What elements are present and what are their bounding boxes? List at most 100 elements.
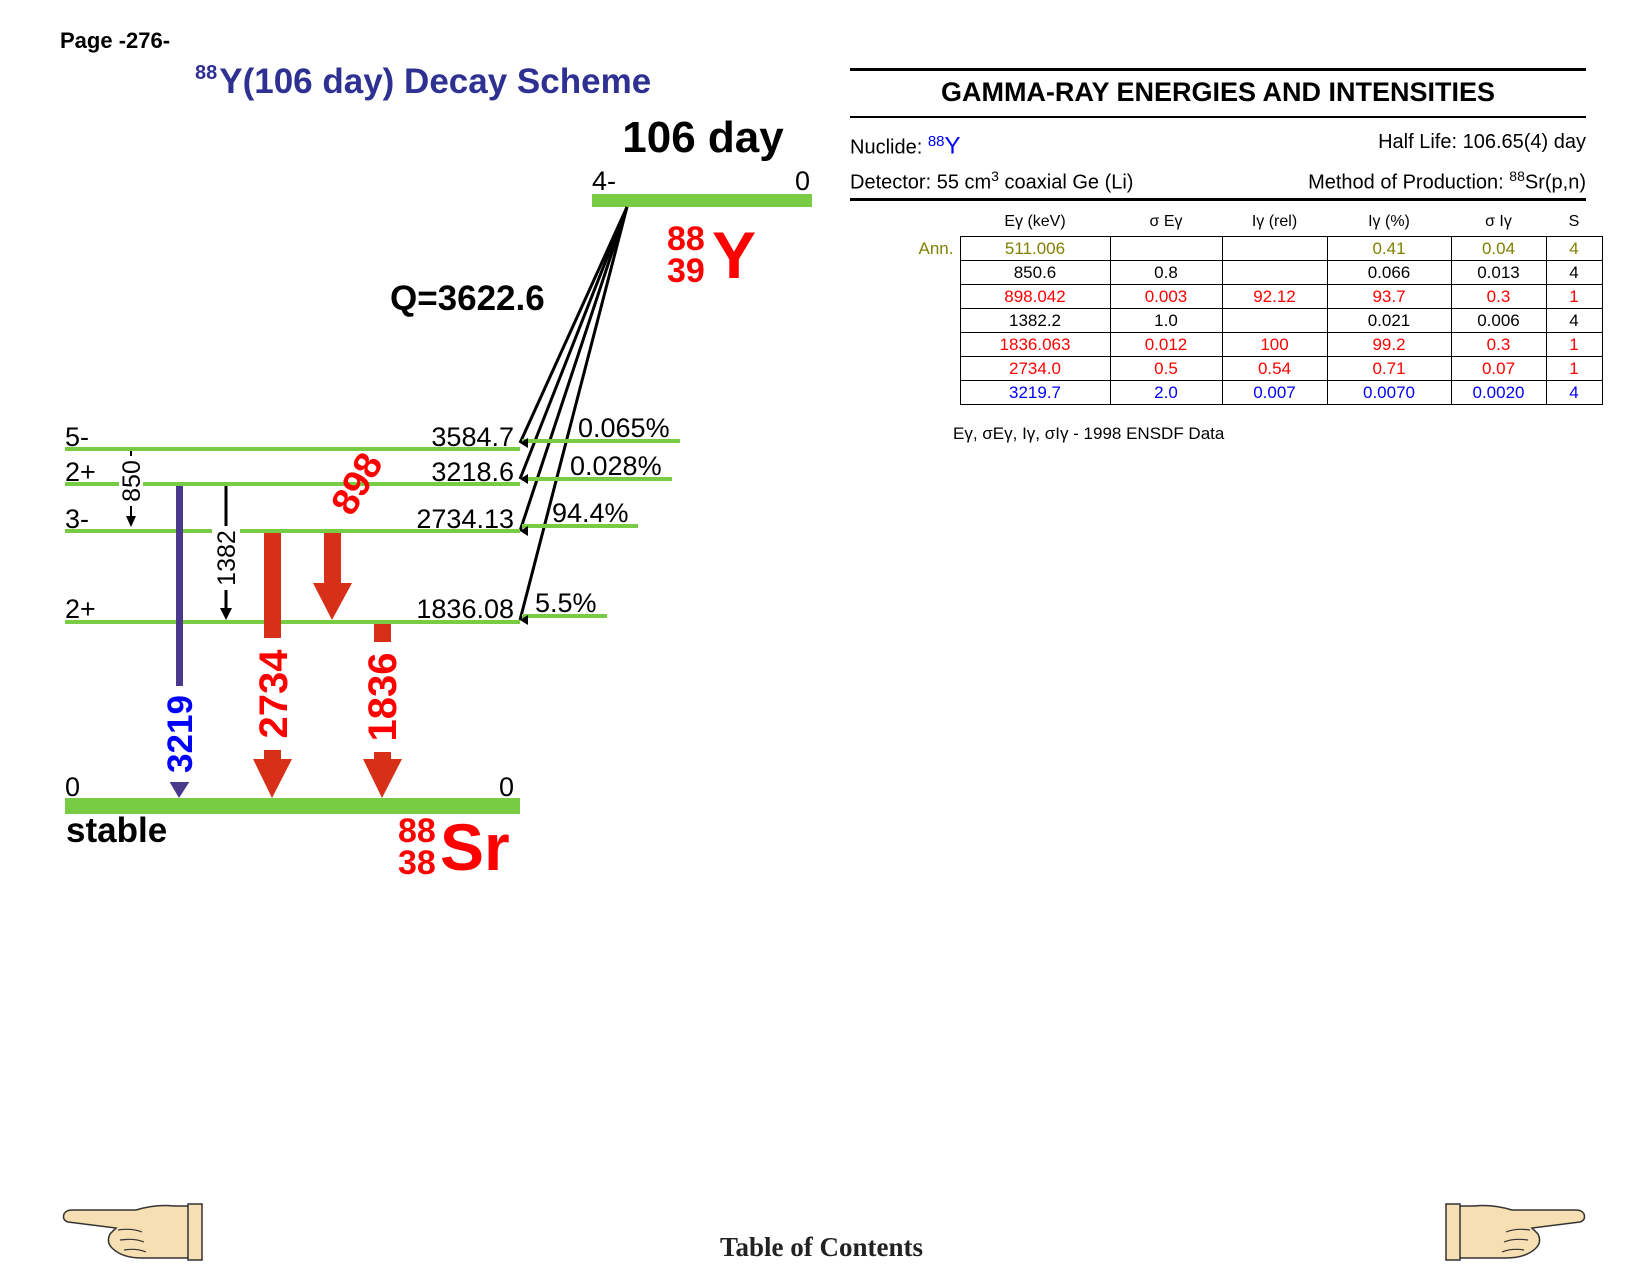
gamma-3219-label: 3219 xyxy=(161,695,200,773)
row-label xyxy=(900,285,960,309)
level-energy: 3218.6 xyxy=(431,457,514,487)
table-cell: 1382.2 xyxy=(959,308,1111,333)
level-spin: 2+ xyxy=(65,594,96,624)
level-line-1836 xyxy=(65,620,520,624)
gamma-2734: 2734 xyxy=(250,533,296,798)
feed-arrowhead xyxy=(520,615,528,625)
gamma-2734-label-bg xyxy=(250,638,294,750)
table-cell: 0.5 xyxy=(1109,356,1223,381)
gamma-info-panel: GAMMA-RAY ENERGIES AND INTENSITIES Nucli… xyxy=(850,68,1586,202)
pointing-hand-left-icon[interactable] xyxy=(60,1200,205,1262)
table-cell: 0.013 xyxy=(1450,260,1547,285)
level-lines xyxy=(65,447,520,814)
table-cell: 93.7 xyxy=(1326,284,1452,309)
table-cell: 0.003 xyxy=(1109,284,1223,309)
parent-symbol: Y xyxy=(712,218,756,292)
column-header: Eγ (keV) xyxy=(1004,213,1066,230)
table-cell xyxy=(1109,236,1223,261)
feed-arrowhead xyxy=(520,474,528,484)
daughter-z: 38 xyxy=(398,844,436,882)
gamma-898-arrowhead xyxy=(313,583,352,620)
nuclide-symbol: Y xyxy=(944,132,961,160)
level-line-3218 xyxy=(65,482,520,486)
feed-arrowhead xyxy=(520,438,528,448)
daughter-mass: 88 xyxy=(398,812,436,850)
production-sup: 88 xyxy=(1509,167,1525,184)
gamma-table-wrap: Eγ (keV) σ Eγ Iγ (rel) Iγ (%) σ Iγ S Ann… xyxy=(900,208,1603,405)
table-cell: 1.0 xyxy=(1109,308,1223,333)
table-cell: 100 xyxy=(1221,332,1328,357)
table-cell: 0.3 xyxy=(1450,284,1547,309)
level-energy: 0 xyxy=(499,772,514,802)
gamma-1836: 1836 xyxy=(360,624,405,798)
branch-line-3218 xyxy=(522,477,672,481)
daughter-stability: stable xyxy=(66,811,167,850)
parent-half-life: 106 day xyxy=(622,113,784,162)
level-spin: 3- xyxy=(65,504,89,534)
gamma-850: 850 xyxy=(118,451,146,527)
gamma-1382-label: 1382 xyxy=(213,530,241,586)
table-cell: 99.2 xyxy=(1326,332,1452,357)
detector-text: Detector: 55 cm xyxy=(850,171,992,194)
table-cell: 1 xyxy=(1545,332,1603,357)
daughter-symbol: Sr xyxy=(440,810,510,884)
data-source-note: Eγ, σEγ, Iγ, σIγ - 1998 ENSDF Data xyxy=(953,424,1225,443)
panel-top-rule xyxy=(850,68,1586,71)
column-header: σ Eγ xyxy=(1149,213,1183,230)
row-label xyxy=(900,333,960,357)
gamma-2734-label: 2734 xyxy=(252,649,296,739)
table-cell: 92.12 xyxy=(1221,284,1328,309)
feed-arrowheads xyxy=(520,438,528,625)
pointing-hand-right-icon[interactable] xyxy=(1443,1200,1588,1262)
table-cell: 0.71 xyxy=(1326,356,1452,381)
panel-mid-rule xyxy=(850,116,1586,118)
table-cell: 0.066 xyxy=(1326,260,1452,285)
gamma-heading: GAMMA-RAY ENERGIES AND INTENSITIES xyxy=(940,77,1496,107)
title-text: Y(106 day) Decay Scheme xyxy=(219,62,652,101)
column-header: Iγ (%) xyxy=(1368,213,1410,230)
gamma-2734-arrowhead xyxy=(253,759,292,798)
table-cell: 4 xyxy=(1545,236,1603,261)
parent-level-bar xyxy=(592,194,812,207)
level-energy: 3584.7 xyxy=(431,422,514,452)
level-energy: 1836.08 xyxy=(416,594,514,624)
column-header: S xyxy=(1568,213,1580,230)
page-label: Page -276- xyxy=(60,28,171,53)
level-line-3584 xyxy=(65,447,520,451)
branch-line-3584 xyxy=(522,439,680,443)
branch-lines xyxy=(522,439,680,618)
table-cell: 1 xyxy=(1545,356,1603,381)
branch-percent: 0.065% xyxy=(578,413,670,443)
row-label xyxy=(900,381,960,405)
table-header-row: Eγ (keV) σ Eγ Iγ (rel) Iγ (%) σ Iγ S xyxy=(900,208,1602,237)
table-cell: 0.3 xyxy=(1450,332,1547,357)
branch-percent: 94.4% xyxy=(552,498,629,528)
level-energy: 2734.13 xyxy=(416,504,514,534)
spin-labels: 5- 2+ 3- 2+ 0 xyxy=(65,422,96,802)
gamma-850-arrowhead xyxy=(126,516,136,527)
production-reaction: Sr(p,n) xyxy=(1524,171,1586,194)
level-line-2734 xyxy=(65,529,520,533)
table-row: 2734.0 0.5 0.54 0.71 0.07 1 xyxy=(900,356,1603,381)
gamma-1382-label-bg xyxy=(212,526,240,590)
table-of-contents-link[interactable]: Table of Contents xyxy=(720,1232,924,1262)
row-label: Ann. xyxy=(918,238,954,258)
branch-labels: 0.065% 0.028% 94.4% 5.5% xyxy=(535,413,670,618)
table-cell: 0.006 xyxy=(1450,308,1547,333)
level-spin: 5- xyxy=(65,422,89,452)
row-label xyxy=(900,261,960,285)
panel-bottom-rule xyxy=(850,198,1586,202)
table-row: 898.042 0.003 92.12 93.7 0.3 1 xyxy=(900,284,1603,309)
detector-field: Detector: 55 cm3 coaxial Ge (Li) xyxy=(850,162,1133,197)
table-cell: 511.006 xyxy=(959,236,1111,261)
gamma-1382-arrowhead xyxy=(220,608,232,620)
table-cell: 0.41 xyxy=(1326,236,1452,261)
table-cell: 4 xyxy=(1545,308,1603,333)
table-row: 1836.063 0.012 100 99.2 0.3 1 xyxy=(900,332,1603,357)
row-label xyxy=(900,357,960,381)
table-row: 3219.7 2.0 0.007 0.0070 0.0020 4 xyxy=(900,380,1603,405)
table-cell xyxy=(1221,308,1328,333)
beta-feed-line xyxy=(518,206,629,444)
table-cell: 850.6 xyxy=(959,260,1111,285)
table-body: Ann. 511.006 0.41 0.04 4 850.6 0.8 0.066 0.013 4 8… xyxy=(900,236,1603,405)
